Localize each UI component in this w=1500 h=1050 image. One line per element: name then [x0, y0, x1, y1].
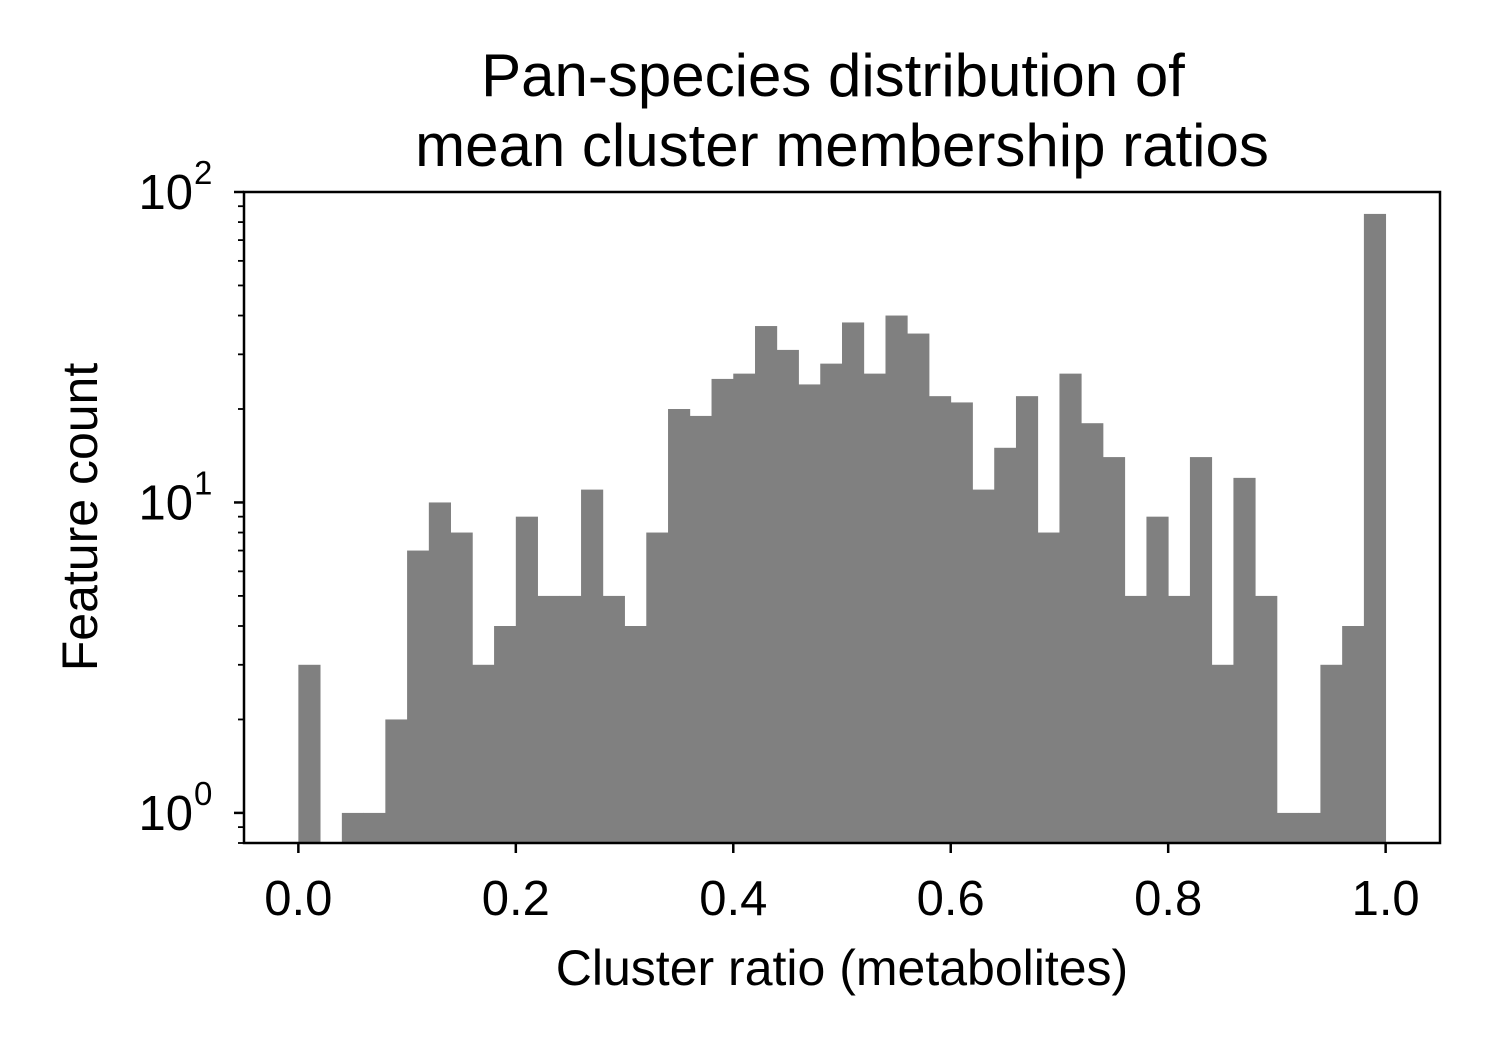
histogram-bar	[602, 595, 625, 843]
histogram-bar	[1146, 516, 1169, 843]
histogram-bar	[298, 664, 321, 843]
histogram-bar	[646, 532, 669, 843]
histogram-bar	[928, 396, 952, 843]
histogram-bar	[1211, 664, 1234, 843]
histogram-bar	[341, 812, 364, 843]
histogram-bar	[1124, 595, 1147, 843]
histogram-bar	[885, 315, 908, 843]
histogram-bar	[1363, 213, 1387, 843]
histogram-bar	[1168, 595, 1191, 843]
y-tick-label-base: 10	[138, 787, 193, 841]
histogram-bar	[472, 664, 495, 843]
x-tick-label: 0.6	[917, 872, 985, 926]
histogram-bar	[668, 409, 691, 843]
histogram-bar	[689, 415, 712, 843]
histogram-bar	[1233, 477, 1256, 843]
y-tick-label-base: 10	[138, 476, 193, 530]
x-tick-label: 0.4	[699, 872, 767, 926]
histogram-bar	[1320, 664, 1343, 843]
histogram-bar	[624, 626, 647, 843]
y-axis-label: Feature count	[52, 363, 108, 672]
plot-area-frame	[242, 190, 1442, 845]
histogram-bar	[820, 363, 843, 843]
histogram-bar	[537, 595, 560, 843]
chart-title: Pan-species distribution of mean cluster…	[415, 42, 1269, 179]
histogram-bar	[711, 378, 734, 843]
histogram-bar	[776, 349, 799, 843]
histogram-bar	[559, 595, 582, 843]
histogram-bar	[385, 719, 408, 843]
chart-title-line-1: Pan-species distribution of	[481, 42, 1185, 109]
histogram-bar	[950, 402, 973, 843]
histogram-bar	[907, 333, 930, 843]
x-axis-ticks: 0.0 0.2 0.4 0.6 0.8 1.0	[264, 843, 1420, 926]
histogram-bar	[863, 373, 886, 843]
histogram-bar	[1081, 423, 1104, 843]
histogram-bar	[755, 326, 778, 843]
histogram-bar	[1059, 373, 1082, 843]
histogram-bar	[407, 550, 430, 843]
histogram-bar	[1298, 812, 1321, 843]
chart-title-line-2: mean cluster membership ratios	[415, 112, 1269, 179]
histogram-bar	[428, 502, 451, 843]
x-tick-label: 0.2	[482, 872, 550, 926]
histogram-bar	[798, 384, 821, 843]
y-tick-label-base: 10	[138, 166, 193, 220]
histogram-bar	[581, 489, 604, 843]
histogram-bar	[1189, 457, 1213, 843]
histogram-bar	[842, 322, 865, 844]
x-axis-label: Cluster ratio (metabolites)	[556, 940, 1128, 996]
y-tick-label-exponent: 0	[194, 775, 212, 812]
y-tick-label-exponent: 1	[194, 464, 212, 501]
histogram-bar	[1102, 457, 1126, 843]
y-tick-label-exponent: 2	[194, 154, 212, 191]
histogram-bar	[1015, 396, 1039, 843]
x-tick-label: 1.0	[1352, 872, 1420, 926]
histogram-bar	[1342, 626, 1365, 843]
histogram-bar	[1037, 532, 1060, 843]
histogram-bars	[298, 213, 1387, 844]
histogram-bar	[994, 447, 1017, 843]
x-tick-label: 0.0	[264, 872, 332, 926]
histogram-bar	[494, 626, 517, 843]
histogram-bar	[450, 532, 473, 843]
histogram-bar	[515, 516, 538, 843]
histogram-bar	[1255, 595, 1278, 843]
histogram-bar	[972, 489, 995, 843]
histogram-bar	[363, 812, 386, 843]
histogram-bar	[1276, 812, 1300, 843]
histogram-bar	[733, 373, 756, 843]
x-tick-label: 0.8	[1134, 872, 1202, 926]
